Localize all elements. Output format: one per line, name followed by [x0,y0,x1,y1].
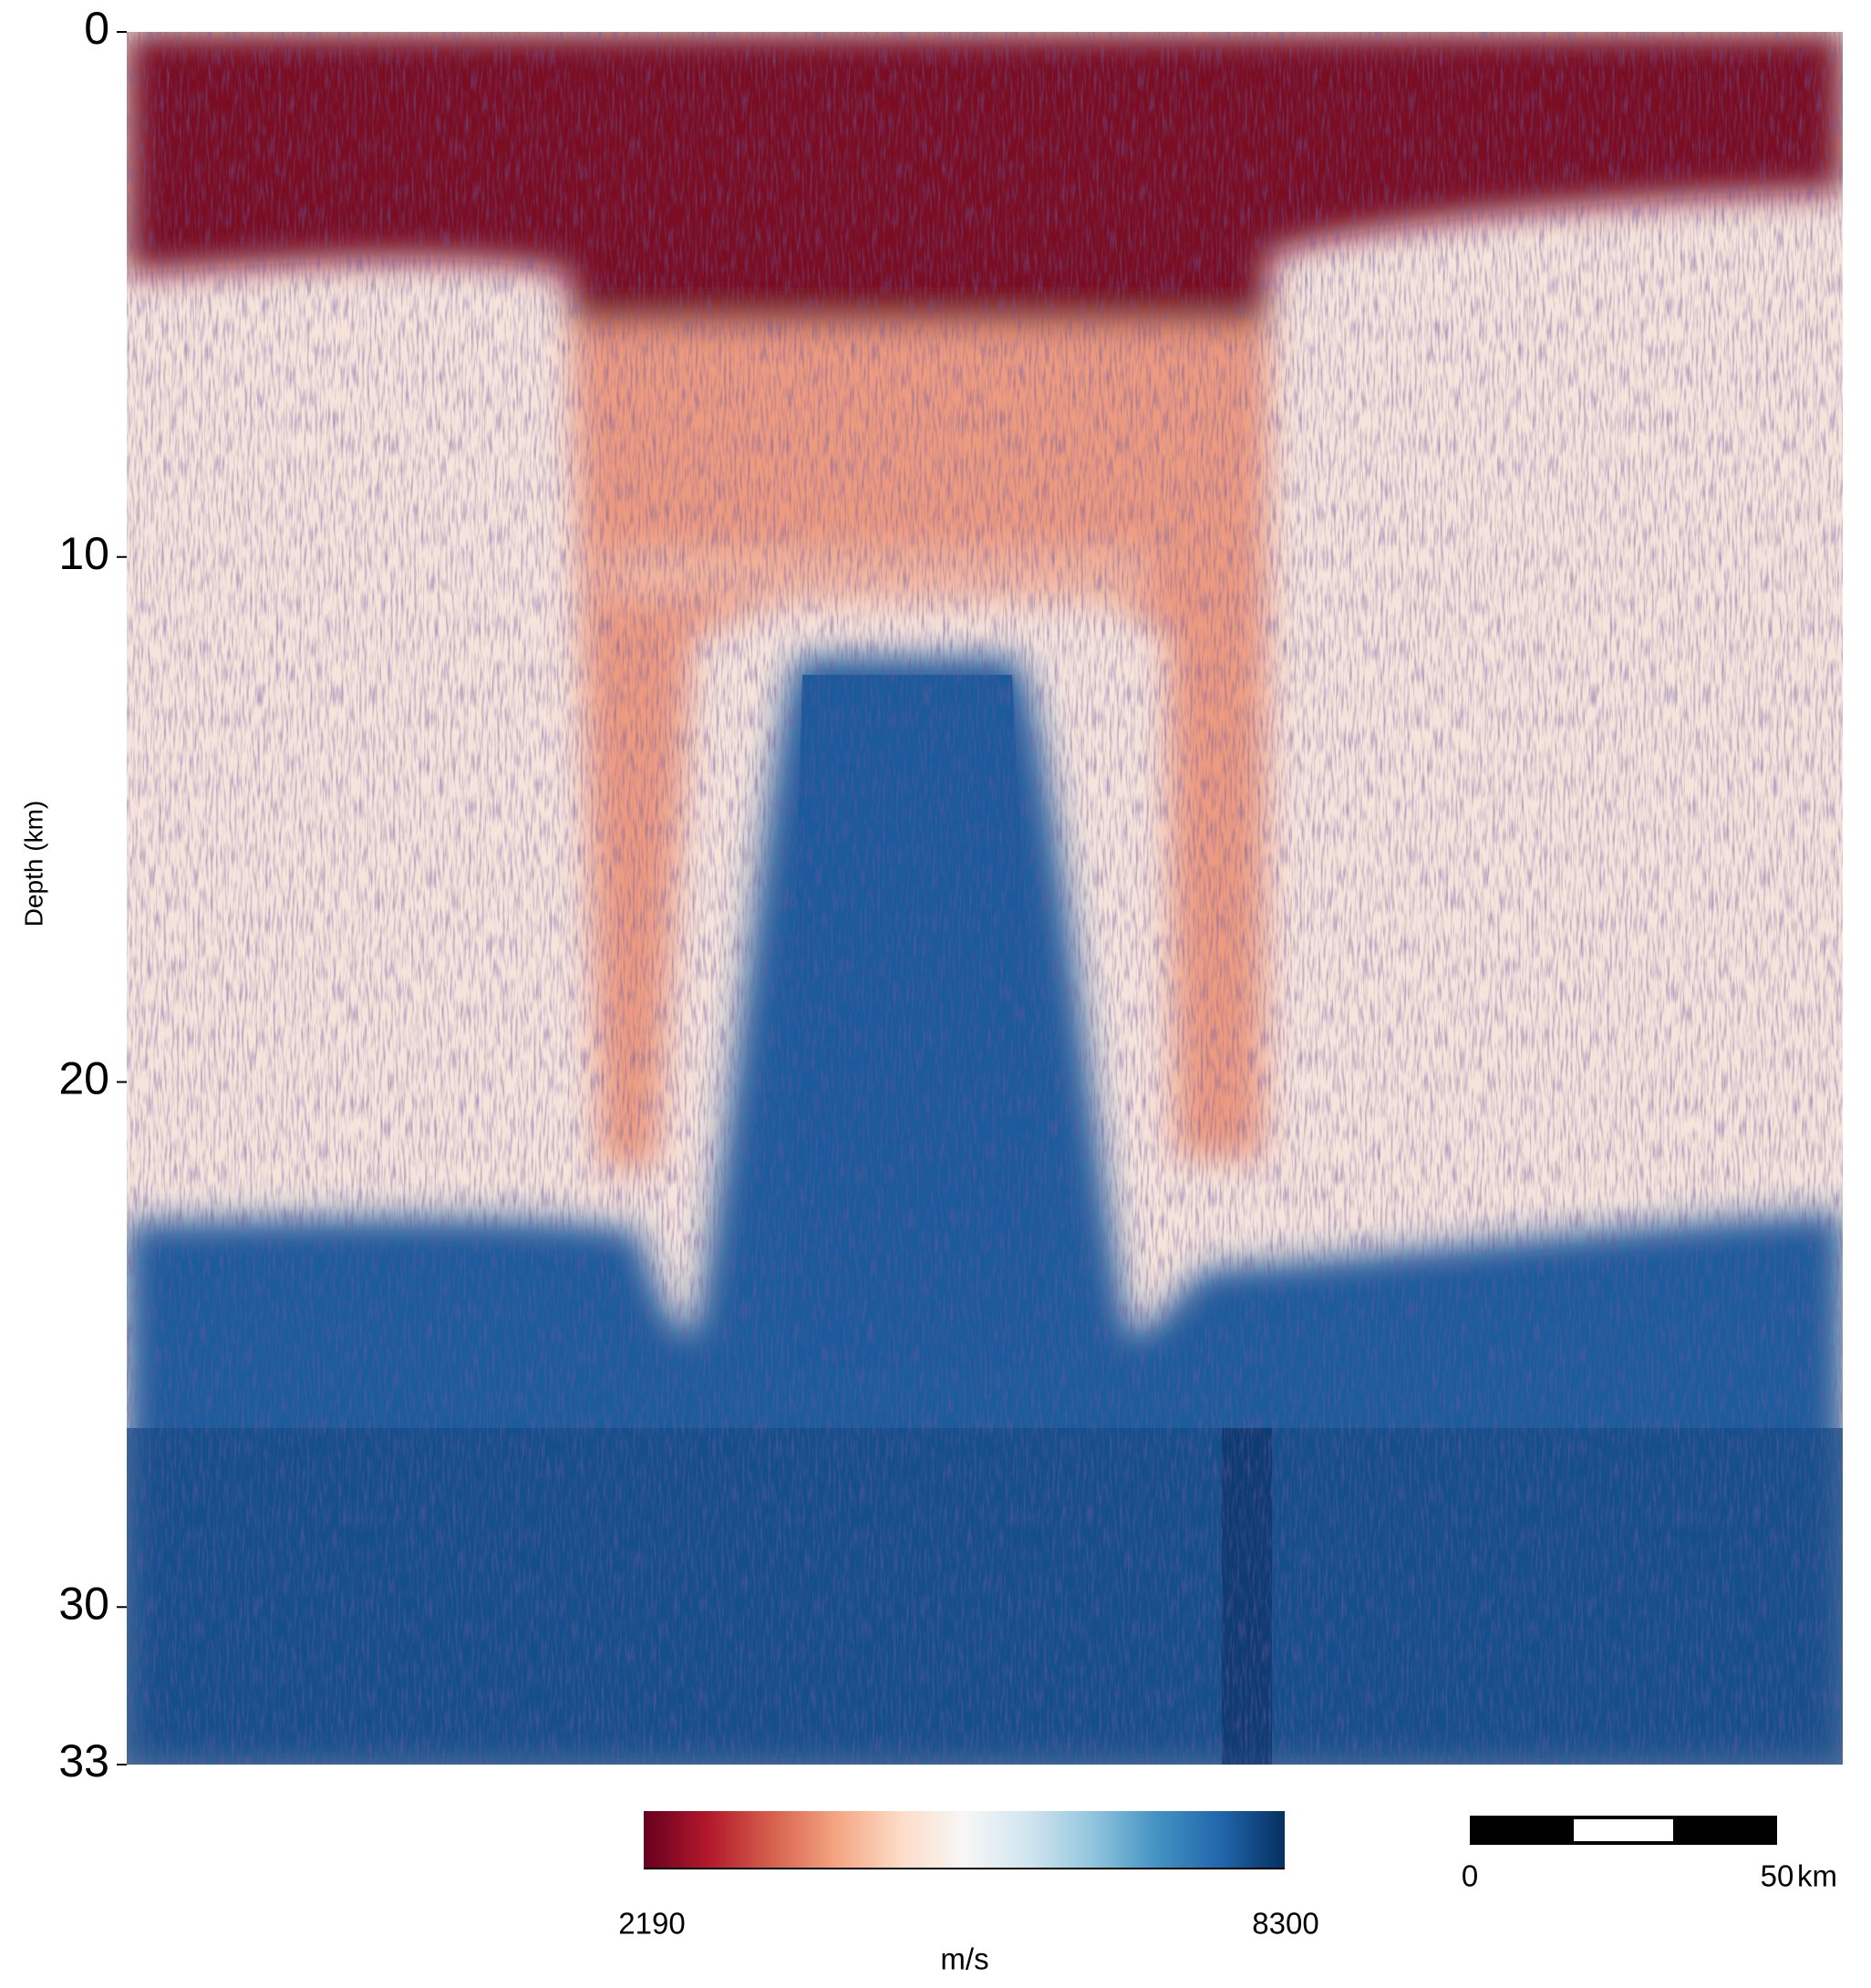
scale-bar-unit: km [1797,1859,1837,1893]
y-tick-label: 33 [58,1735,109,1786]
y-axis-label: Depth (km) [19,801,47,927]
colorbar-max-label: 8300 [1252,1907,1318,1941]
colorbar-min-label: 2190 [618,1907,685,1941]
velocity-image [127,32,1843,1765]
y-tick-label: 20 [58,1053,109,1104]
scale-bar-start: 0 [1462,1859,1478,1893]
y-tick-label: 30 [58,1578,109,1629]
y-ticks: 0 10 20 30 33 [58,3,127,1786]
y-tick-label: 10 [58,528,109,579]
y-tick-label: 0 [84,3,109,54]
colorbar [644,1811,1285,1869]
scale-bar-segment [1574,1819,1673,1841]
colorbar-unit: m/s [940,1942,988,1976]
scale-bar-end: 50 [1761,1859,1794,1893]
